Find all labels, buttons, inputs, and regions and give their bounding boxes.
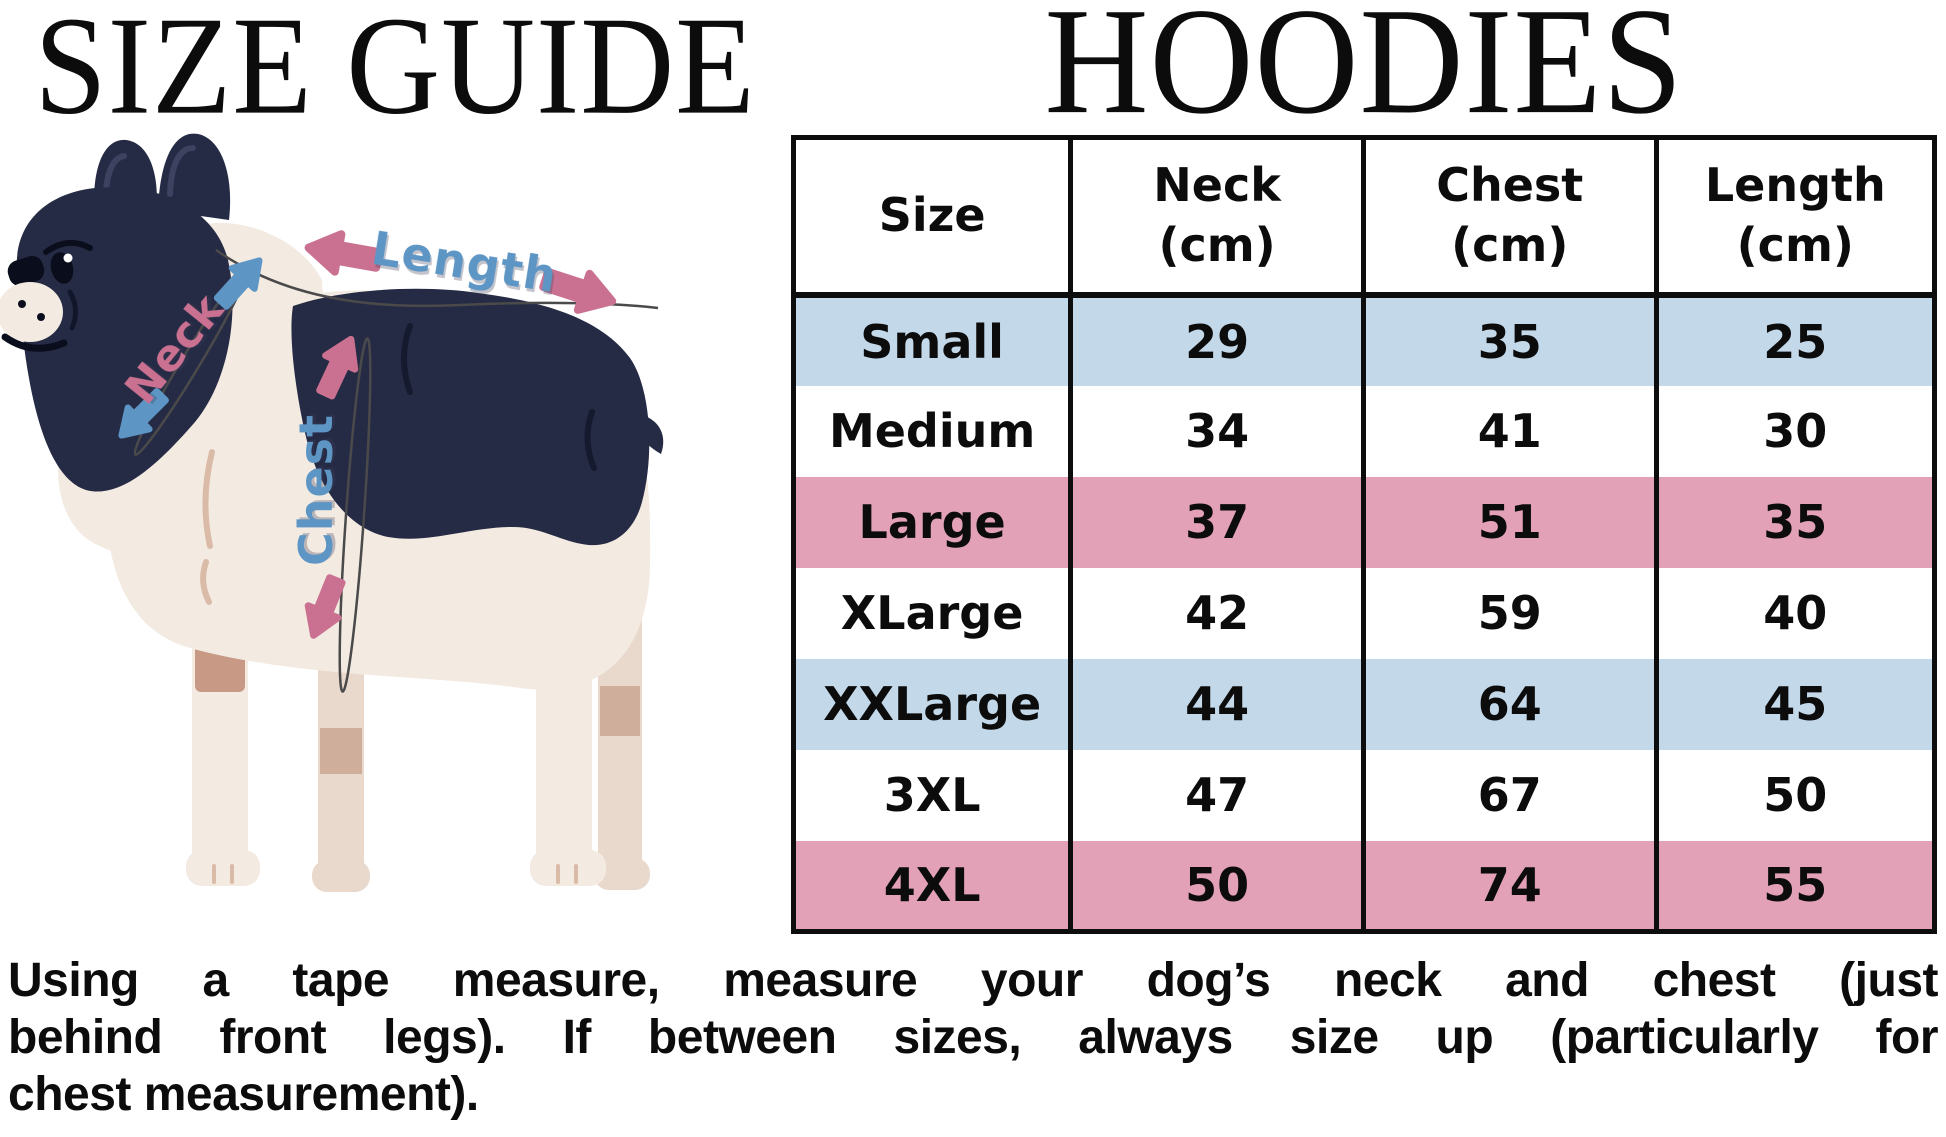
table-row-medium: Medium 34 41 30 (794, 385, 1935, 477)
instructions-line-2: behind front legs). If between sizes, al… (8, 1011, 1939, 1064)
table-row-4xl: 4XL 50 74 55 (793, 840, 1935, 932)
hoodies-title: HOODIES (1044, 0, 1684, 147)
cell-length: 40 (1653, 567, 1935, 659)
dog-tail (633, 414, 664, 454)
cell-chest: 67 (1360, 749, 1657, 841)
cell-chest: 35 (1360, 294, 1657, 386)
dog-muzzle (0, 282, 63, 342)
table-row-xlarge: XLarge 42 59 40 (794, 567, 1935, 659)
table-header-row: Size Neck (cm) Chest (cm) Length (cm) (793, 137, 1935, 295)
dog-eye-glint (63, 253, 73, 263)
table-row-3xl: 3XL 47 67 50 (794, 749, 1935, 841)
cell-length: 50 (1653, 749, 1935, 841)
cell-chest: 51 (1360, 476, 1657, 568)
cell-length: 30 (1653, 385, 1935, 477)
table-row-small: Small 29 35 25 (793, 294, 1935, 386)
cell-neck: 47 (1068, 749, 1364, 841)
cell-chest: 59 (1360, 567, 1657, 659)
header-neck: Neck (cm) (1068, 137, 1364, 295)
cell-size: Small (860, 314, 1004, 369)
instructions-line-3: chest measurement). (8, 1068, 479, 1121)
cell-chest: 41 (1360, 385, 1657, 477)
dog-mouth (1, 333, 68, 352)
measuring-instructions: Using a tape measure, measure your dog’s… (8, 952, 1939, 1123)
cell-length: 55 (1653, 840, 1935, 932)
cell-neck: 37 (1068, 476, 1364, 568)
length-arrow-right-icon (539, 267, 617, 314)
neck-arrow-up-icon (213, 257, 263, 310)
cell-neck: 34 (1068, 385, 1364, 477)
table-row-large: Large 37 51 35 (793, 476, 1935, 568)
cell-size: Large (858, 495, 1006, 549)
chest-label: Chest (289, 414, 343, 566)
cell-neck: 29 (1068, 294, 1364, 386)
chest-arrow-up-icon (316, 335, 359, 400)
cell-size: 4XL (883, 857, 981, 912)
length-arrow-left-icon (304, 230, 383, 276)
cell-neck: 50 (1068, 840, 1364, 932)
chest-arrow-down-icon (304, 574, 346, 639)
dog-back-patch (291, 288, 664, 546)
cell-size: Medium (828, 404, 1036, 458)
header-size: Size (878, 187, 986, 242)
cell-neck: 42 (1068, 567, 1364, 659)
cell-size: XLarge (840, 586, 1024, 640)
size-table: Size Neck (cm) Chest (cm) Length (cm) (791, 135, 1937, 934)
cell-size: 3XL (883, 768, 981, 822)
header-chest: Chest (cm) (1360, 137, 1657, 295)
table-row-xxlarge: XXLarge 44 64 45 (793, 658, 1935, 750)
cell-length: 45 (1653, 658, 1935, 750)
dog-illustration: Length Neck Chest (0, 133, 664, 892)
cell-size: XXLarge (823, 677, 1042, 731)
cell-length: 25 (1653, 294, 1935, 386)
cell-chest: 74 (1360, 840, 1657, 932)
dog-ear-right (158, 133, 231, 220)
neck-arrow-down-icon (118, 388, 169, 439)
dog-head (0, 133, 233, 492)
dog-nose (7, 255, 45, 287)
header-length: Length (cm) (1653, 137, 1935, 295)
dog-brow (43, 239, 93, 255)
size-guide-title: SIZE GUIDE (34, 0, 756, 144)
cell-length: 35 (1653, 476, 1935, 568)
cell-chest: 64 (1360, 658, 1657, 750)
cell-neck: 44 (1068, 658, 1364, 750)
instructions-line-1: Using a tape measure, measure your dog’s… (8, 954, 1939, 1007)
chest-measure-line (338, 337, 372, 693)
